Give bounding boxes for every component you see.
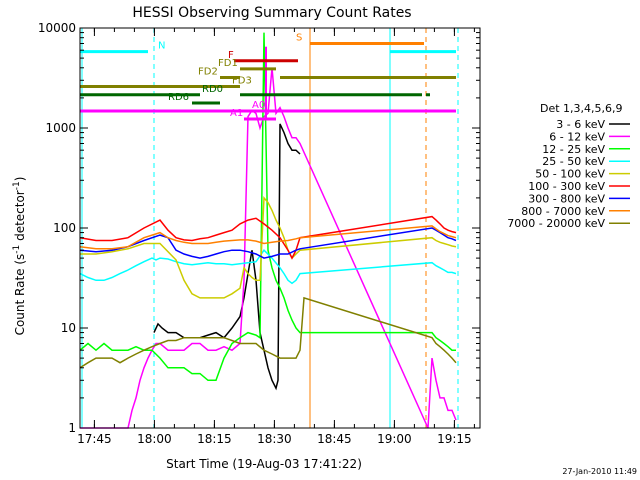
x-tick-label-5: 19:00	[377, 432, 412, 446]
timestamp: 27-Jan-2010 11:49	[562, 467, 637, 476]
flag-label-4: FD2	[198, 66, 218, 77]
y-tick-label-2: 100	[53, 221, 76, 235]
x-tick-label-0: 17:45	[77, 432, 112, 446]
flag-label-0: N	[158, 41, 165, 52]
y-tick-label-0: 1	[68, 421, 76, 435]
series-line-2	[79, 32, 456, 382]
y-axis-label-part1: Count Rate (s	[13, 254, 27, 336]
y-tick-label-4: 10000	[38, 21, 76, 35]
series-line-3	[79, 249, 457, 285]
x-tick-label-3: 18:30	[257, 432, 292, 446]
legend-label-7: 800 - 7000 keV	[521, 205, 605, 218]
flag-label-8: A0	[252, 100, 265, 111]
y-axis-label: Count Rate (s-1 detector-1)	[12, 177, 27, 336]
legend-title: Det 1,3,4,5,6,9	[540, 102, 623, 115]
flag-label-7: RD6	[168, 92, 189, 103]
legend-label-8: 7000 - 20000 keV	[507, 217, 605, 230]
chart-title: HESSI Observing Summary Count Rates	[132, 5, 411, 21]
x-tick-label-4: 18:45	[317, 432, 352, 446]
flag-label-5: FD3	[232, 76, 252, 87]
y-tick-label-1: 10	[61, 321, 76, 335]
y-tick-label-3: 1000	[45, 121, 76, 135]
flag-label-6: RD0	[202, 84, 223, 95]
x-tick-label-6: 19:15	[437, 432, 472, 446]
legend-label-1: 6 - 12 keV	[549, 130, 605, 143]
legend-label-2: 12 - 25 keV	[542, 143, 605, 156]
legend-label-3: 25 - 50 keV	[542, 155, 605, 168]
x-tick-label-1: 18:00	[137, 432, 172, 446]
x-axis-label: Start Time (19-Aug-03 17:41:22)	[166, 457, 362, 471]
y-axis-ticks: 1 10 100 1000 10000	[38, 21, 480, 435]
series-line-4	[80, 195, 457, 299]
x-tick-label-2: 18:15	[197, 432, 232, 446]
series-line-7	[79, 225, 457, 250]
y-axis-label-part3: )	[13, 177, 27, 182]
series-line-6	[79, 227, 457, 259]
y-axis-label-sup2: -1	[12, 181, 22, 190]
flag-label-9: A1	[230, 108, 243, 119]
y-axis-label-part2: detector	[13, 190, 27, 245]
x-axis-ticks: 17:45 18:00 18:15 18:30 18:45 19:00 19:15	[77, 28, 475, 446]
legend-label-5: 100 - 300 keV	[528, 180, 605, 193]
series-line-5	[79, 215, 457, 260]
series-line-8	[79, 296, 457, 369]
flag-label-3: FD1	[218, 58, 238, 69]
flag-label-1: S	[296, 32, 302, 43]
flag-label-2: F	[228, 50, 234, 61]
legend-label-6: 300 - 800 keV	[528, 192, 605, 205]
legend-label-0: 3 - 6 keV	[556, 118, 605, 131]
legend-label-4: 50 - 100 keV	[535, 168, 605, 181]
y-axis-label-sup1: -1	[12, 245, 22, 254]
